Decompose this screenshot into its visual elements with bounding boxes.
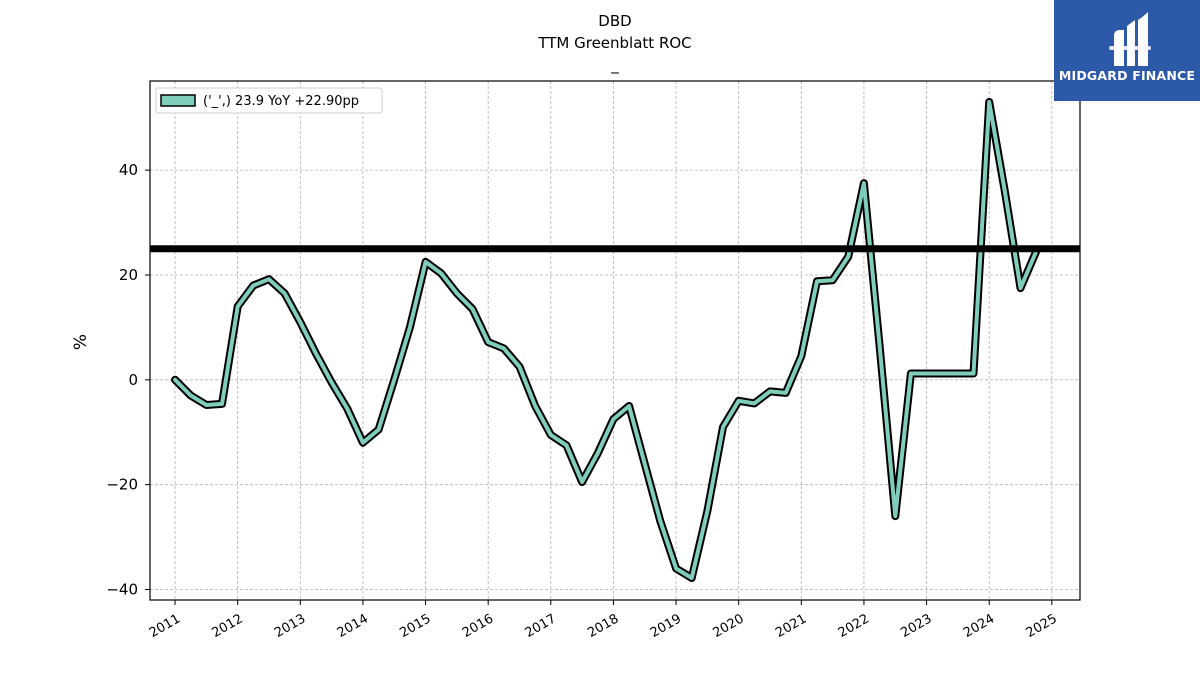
x-tick-label: 2024	[961, 611, 997, 641]
x-tick-label: 2018	[585, 611, 621, 641]
x-tick-label: 2014	[335, 611, 371, 641]
chart-title: DBD	[598, 12, 631, 30]
plot-frame	[149, 80, 1081, 601]
x-tick-label: 2012	[210, 611, 246, 641]
logo-text: MIDGARD FINANCE	[1058, 68, 1196, 83]
y-tick-label: 0	[128, 371, 138, 389]
legend-swatch	[160, 94, 196, 107]
legend-box	[155, 87, 383, 114]
series-line	[173, 100, 1039, 580]
y-axis-label: %	[71, 334, 91, 350]
series-layer	[150, 98, 1080, 582]
grid-lines	[150, 81, 1080, 600]
brand-logo: MIDGARD FINANCE	[1054, 0, 1200, 101]
legend: ('_',) 23.9 YoY +22.90pp	[155, 87, 383, 114]
x-tick-label: 2022	[836, 611, 872, 641]
x-tick-label: 2023	[898, 611, 934, 641]
y-tick-label: 40	[119, 161, 138, 179]
legend-label: ('_',) 23.9 YoY +22.90pp	[203, 94, 359, 109]
y-tick-label: −40	[106, 581, 138, 599]
series-line-outline	[171, 98, 1041, 582]
x-tick-label: 2016	[460, 611, 496, 641]
logo-mark-icon	[1109, 12, 1151, 66]
chart-subtitle: TTM Greenblatt ROC	[537, 34, 691, 52]
x-tick-label: 2011	[147, 611, 183, 641]
x-tick-label: 2025	[1024, 611, 1060, 641]
x-tick-label: 2017	[523, 611, 559, 641]
chart-subtitle-2: _	[610, 56, 619, 75]
x-tick-label: 2019	[648, 611, 684, 641]
x-tick-label: 2021	[773, 611, 809, 641]
axis-ticks: −40 −20 0 20 40 2011 2012 2013 2014 2015 2016 2017 2…	[106, 161, 1059, 641]
y-tick-label: −20	[106, 476, 138, 494]
x-tick-label: 2020	[711, 611, 747, 641]
y-tick-label: 20	[119, 266, 138, 284]
x-tick-label: 2015	[397, 611, 433, 641]
x-tick-label: 2013	[272, 611, 308, 641]
